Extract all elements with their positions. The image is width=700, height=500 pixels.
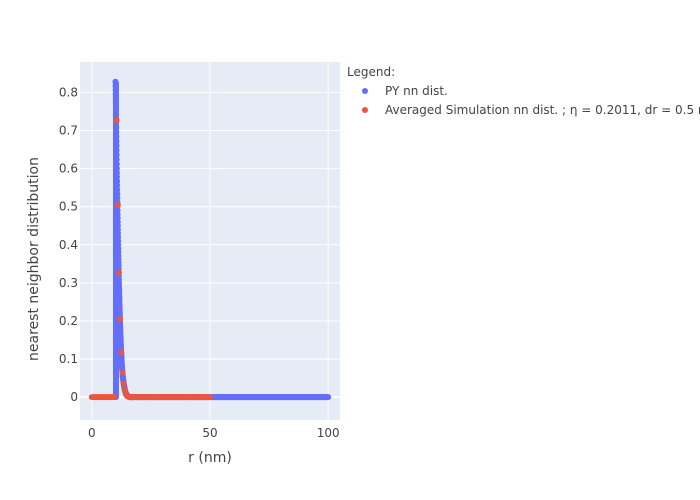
legend-label-simulation: Averaged Simulation nn dist. ; η = 0.201… bbox=[385, 103, 700, 117]
legend[interactable]: Legend: PY nn dist. Averaged Simulation … bbox=[347, 65, 700, 117]
simulation-point bbox=[118, 349, 125, 356]
series-py bbox=[112, 78, 332, 401]
y-tick-label: 0.4 bbox=[59, 238, 78, 252]
py-point bbox=[114, 190, 121, 197]
legend-marker-py bbox=[362, 88, 368, 94]
x-tick-label: 0 bbox=[88, 426, 96, 440]
py-point bbox=[113, 151, 120, 158]
py-point bbox=[113, 138, 120, 145]
legend-item-simulation[interactable]: Averaged Simulation nn dist. ; η = 0.201… bbox=[362, 103, 700, 117]
simulation-point bbox=[119, 369, 126, 376]
py-point bbox=[113, 169, 120, 176]
legend-marker-simulation bbox=[362, 107, 368, 113]
simulation-point bbox=[120, 380, 127, 387]
tick-labels: 0 50 100 0 0.1 0.2 0.3 0.4 0.5 0.6 0.7 0.8 bbox=[59, 85, 340, 440]
series-layer bbox=[88, 78, 332, 401]
simulation-point bbox=[207, 394, 213, 401]
py-point bbox=[113, 124, 120, 131]
py-point bbox=[113, 156, 120, 163]
py-point bbox=[114, 186, 121, 193]
y-tick-label: 0.8 bbox=[59, 85, 78, 99]
y-tick-label: 0.1 bbox=[59, 352, 78, 366]
y-axis-title: nearest neighbor distribution bbox=[26, 157, 42, 361]
py-point bbox=[113, 165, 120, 172]
y-tick-label: 0 bbox=[70, 390, 78, 404]
x-axis-title: r (nm) bbox=[188, 450, 232, 466]
py-point bbox=[114, 178, 121, 185]
simulation-point bbox=[116, 269, 122, 276]
legend-item-py[interactable]: PY nn dist. bbox=[362, 84, 448, 98]
py-point bbox=[113, 142, 120, 149]
legend-label-py: PY nn dist. bbox=[385, 84, 448, 98]
grid-lines bbox=[80, 62, 340, 420]
series-simulation bbox=[88, 117, 213, 401]
y-tick-label: 0.6 bbox=[59, 162, 78, 176]
py-point bbox=[113, 147, 120, 154]
py-point bbox=[114, 182, 121, 189]
x-tick-label: 100 bbox=[317, 426, 340, 440]
y-tick-label: 0.5 bbox=[59, 200, 78, 214]
py-point bbox=[113, 133, 120, 140]
x-tick-label: 50 bbox=[202, 426, 217, 440]
simulation-point bbox=[111, 394, 118, 401]
legend-title: Legend: bbox=[347, 65, 395, 79]
py-point bbox=[113, 161, 120, 168]
py-point bbox=[113, 129, 120, 136]
simulation-point bbox=[117, 316, 124, 323]
py-point bbox=[114, 174, 121, 181]
y-tick-label: 0.3 bbox=[59, 276, 78, 290]
y-tick-label: 0.2 bbox=[59, 314, 78, 328]
simulation-point bbox=[113, 117, 120, 124]
simulation-point bbox=[114, 201, 121, 208]
py-point bbox=[325, 394, 332, 401]
y-tick-label: 0.7 bbox=[59, 124, 78, 138]
py-point bbox=[114, 194, 121, 201]
